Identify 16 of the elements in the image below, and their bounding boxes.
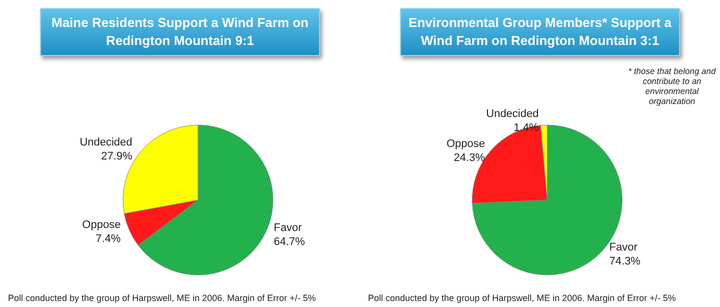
data-label: 27.9% (101, 150, 132, 162)
text: Poll conducted by the group of Harpswell, ME in 2006. Margin of Error +/- 5% (8, 293, 317, 303)
text: * those that belong and contribute to an environmental organization (627, 66, 717, 106)
data-label: 7.4% (96, 232, 121, 245)
slice-label: Favor (609, 242, 638, 254)
data-label: 64.7% (274, 236, 306, 248)
slice-label: Undecided (486, 108, 539, 120)
chart-title: Maine Residents Support a Wind Farm on Redington Mountain 9:1 (40, 8, 320, 56)
slice-label: Oppose (446, 138, 485, 150)
chart-title: Environmental Group Members* Support a Wind Farm on Redington Mountain 3:1 (400, 8, 680, 56)
data-label: 24.3% (454, 152, 486, 164)
slice-label: Favor (274, 222, 302, 234)
data-label: 74.3% (609, 256, 641, 268)
slice-label: Undecided (80, 136, 132, 148)
text: Poll conducted by the group of Harpswell, ME in 2006. Margin of Error +/- 5% (368, 293, 677, 303)
slice-label: Oppose (82, 218, 121, 231)
